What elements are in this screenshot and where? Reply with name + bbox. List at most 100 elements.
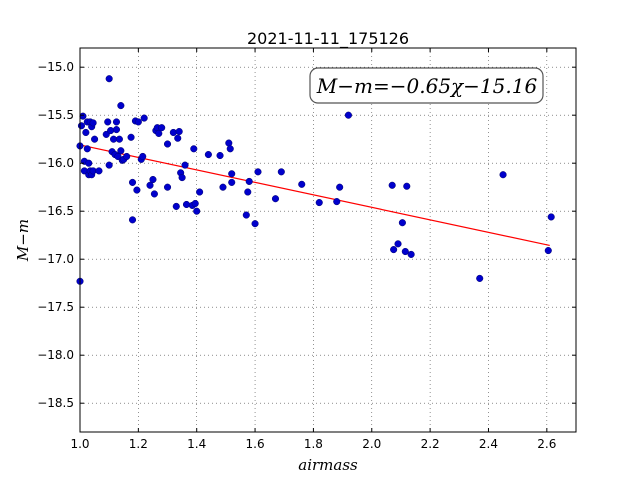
data-point bbox=[139, 152, 147, 161]
data-point bbox=[104, 118, 112, 126]
data-point bbox=[128, 216, 137, 224]
annotation-box-border bbox=[309, 67, 544, 104]
data-point bbox=[155, 129, 163, 137]
x-tick-label: 1.4 bbox=[187, 437, 206, 451]
x-tick-label: 2.2 bbox=[421, 437, 440, 451]
x-tick-label: 1.2 bbox=[129, 437, 148, 451]
data-point bbox=[85, 159, 93, 167]
fit-line bbox=[79, 144, 550, 247]
y-axis-ticks: −15.0 −15.5 −16.0 −16.5 −17.0 −17.5 −18.0 −18.5 bbox=[37, 60, 576, 410]
data-point bbox=[158, 124, 166, 132]
data-point bbox=[394, 240, 402, 248]
data-point bbox=[298, 180, 306, 188]
y-tick-label: −15.5 bbox=[37, 108, 74, 122]
y-tick-label: −17.5 bbox=[37, 300, 74, 314]
data-point bbox=[219, 183, 227, 191]
data-point bbox=[115, 135, 123, 143]
data-point bbox=[245, 177, 253, 185]
data-point bbox=[277, 168, 285, 176]
data-point bbox=[544, 247, 552, 255]
data-point bbox=[244, 188, 252, 196]
x-tick-label: 1.8 bbox=[304, 437, 323, 451]
fit-layer bbox=[79, 144, 550, 247]
y-tick-label: −18.5 bbox=[37, 396, 74, 410]
data-point bbox=[149, 175, 157, 184]
data-point bbox=[333, 198, 341, 206]
x-tick-label: 1.0 bbox=[70, 437, 89, 451]
plot-frame bbox=[79, 47, 577, 433]
data-point bbox=[123, 152, 131, 161]
data-point bbox=[146, 181, 154, 189]
x-axis-label: airmass bbox=[298, 456, 358, 474]
data-point bbox=[242, 211, 250, 219]
chart-title: 2021-11-11_175126 bbox=[247, 29, 409, 49]
data-point bbox=[336, 183, 344, 191]
data-point bbox=[271, 195, 280, 203]
data-point bbox=[499, 171, 507, 179]
data-point bbox=[226, 145, 234, 153]
data-point bbox=[182, 200, 191, 209]
data-point bbox=[251, 220, 259, 228]
x-tick-label: 2.6 bbox=[537, 437, 556, 451]
data-point bbox=[344, 111, 352, 119]
data-point bbox=[175, 127, 183, 136]
y-tick-label: −18.0 bbox=[37, 348, 74, 362]
data-point bbox=[77, 122, 86, 130]
data-point bbox=[172, 202, 180, 210]
data-point bbox=[105, 161, 113, 169]
data-point bbox=[196, 188, 204, 196]
plot-background bbox=[80, 48, 576, 432]
fit-equation-box: M−m=−0.65χ−15.16 bbox=[309, 67, 544, 104]
data-point bbox=[390, 246, 398, 254]
data-point bbox=[228, 178, 236, 186]
data-point bbox=[140, 114, 148, 122]
grid-lines bbox=[79, 48, 576, 432]
y-tick-label: −16.5 bbox=[37, 204, 74, 218]
y-tick-label: −17.0 bbox=[37, 252, 74, 266]
data-point bbox=[181, 161, 189, 169]
data-point bbox=[193, 207, 201, 215]
fit-equation-text: M−m=−0.65χ−15.16 bbox=[316, 74, 538, 98]
data-point bbox=[163, 140, 172, 148]
data-point bbox=[112, 118, 121, 126]
data-point bbox=[107, 127, 115, 135]
data-point bbox=[174, 134, 182, 142]
data-point bbox=[117, 102, 125, 110]
data-point bbox=[163, 183, 172, 191]
data-point bbox=[178, 174, 186, 182]
data-point bbox=[83, 145, 91, 153]
data-point bbox=[225, 139, 233, 147]
y-axis-label: M−m bbox=[14, 219, 32, 262]
data-point bbox=[204, 151, 212, 159]
data-point bbox=[403, 182, 411, 190]
data-point bbox=[216, 151, 224, 160]
data-point bbox=[105, 75, 113, 83]
x-tick-label: 2.4 bbox=[479, 437, 498, 451]
data-point bbox=[476, 274, 484, 282]
data-point bbox=[191, 199, 199, 208]
data-point bbox=[112, 126, 121, 134]
data-point bbox=[150, 190, 158, 198]
data-point bbox=[407, 250, 415, 258]
data-point bbox=[547, 213, 555, 221]
data-point bbox=[82, 128, 90, 137]
data-point bbox=[117, 147, 125, 155]
x-tick-label: 2.0 bbox=[362, 437, 381, 451]
data-point bbox=[190, 145, 198, 153]
data-point bbox=[388, 181, 396, 189]
y-tick-label: −16.0 bbox=[37, 156, 74, 170]
data-point bbox=[91, 135, 99, 143]
data-points bbox=[76, 75, 555, 285]
data-point bbox=[254, 168, 262, 176]
data-point bbox=[398, 219, 406, 227]
data-point bbox=[127, 133, 135, 141]
data-point bbox=[134, 118, 142, 126]
data-point bbox=[89, 119, 97, 127]
data-point bbox=[401, 247, 409, 256]
x-tick-label: 1.6 bbox=[246, 437, 265, 451]
data-point bbox=[128, 178, 137, 186]
data-point bbox=[133, 186, 141, 194]
data-point bbox=[95, 167, 103, 175]
data-point bbox=[315, 199, 323, 207]
